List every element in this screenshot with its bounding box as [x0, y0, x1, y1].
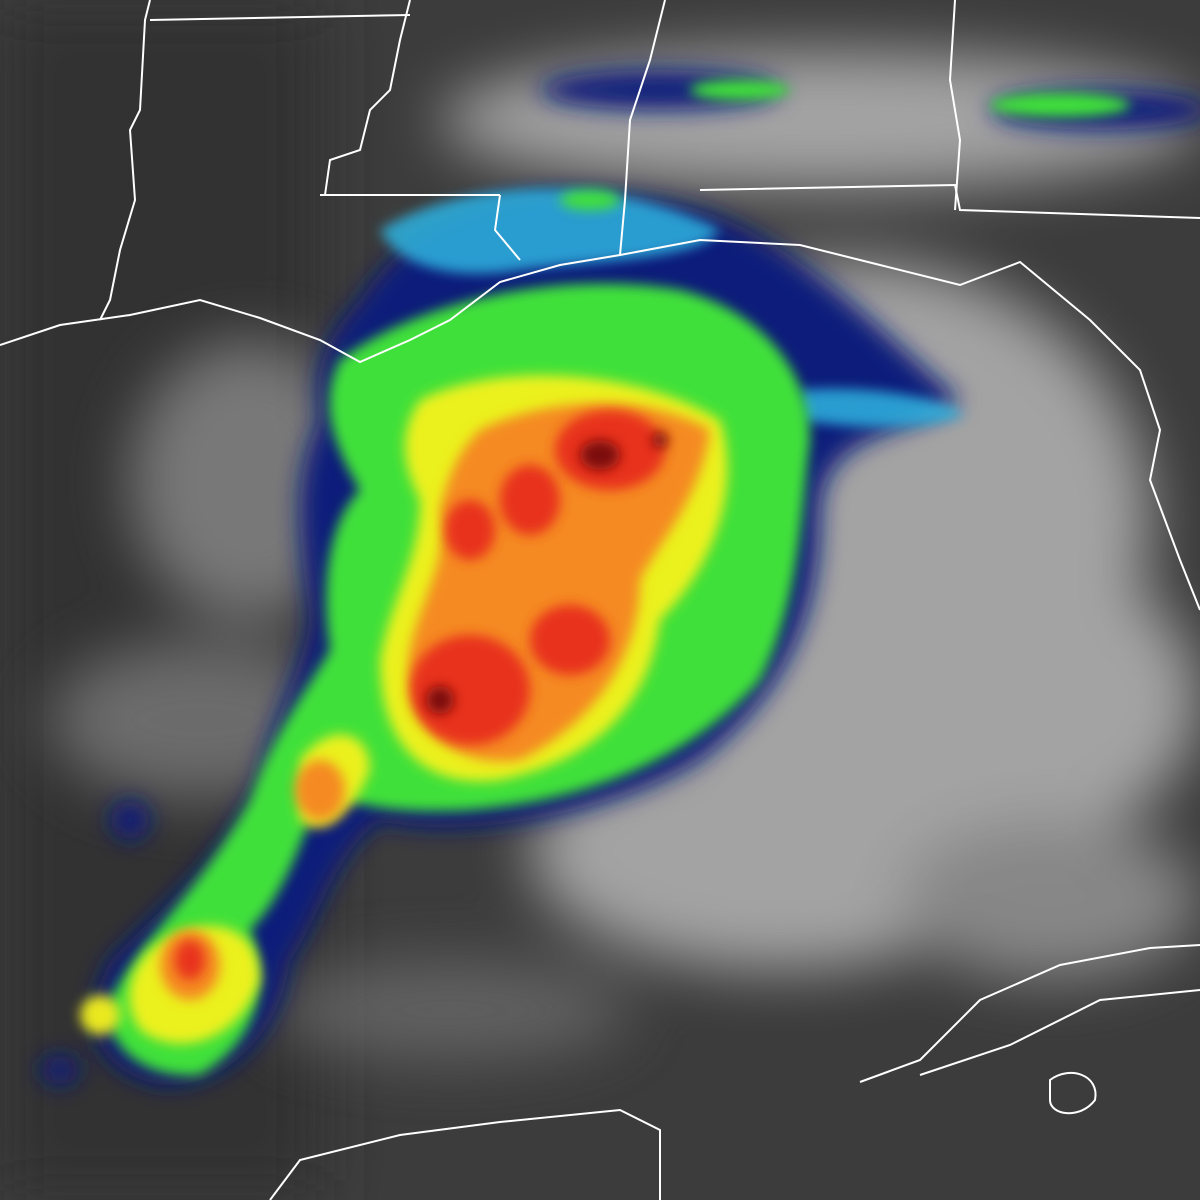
top-border: [149, 14, 411, 21]
florida-north-border: [699, 183, 1200, 219]
yucatan-coastline: [269, 1108, 661, 1200]
mississippi-river-border: [324, 0, 411, 196]
isla-juventud: [1049, 1071, 1097, 1115]
cuba-coastline: [859, 944, 1200, 1083]
texas-louisiana-border: [99, 0, 151, 321]
alabama-georgia-border: [948, 0, 962, 211]
mississippi-alabama-border: [619, 0, 666, 256]
cuba-south-coastline: [919, 989, 1200, 1076]
storm-red-layer: [175, 410, 665, 980]
storm-core-layer: [426, 432, 668, 714]
storm-system: [40, 70, 1200, 1086]
louisiana-mississippi-border: [493, 194, 521, 261]
